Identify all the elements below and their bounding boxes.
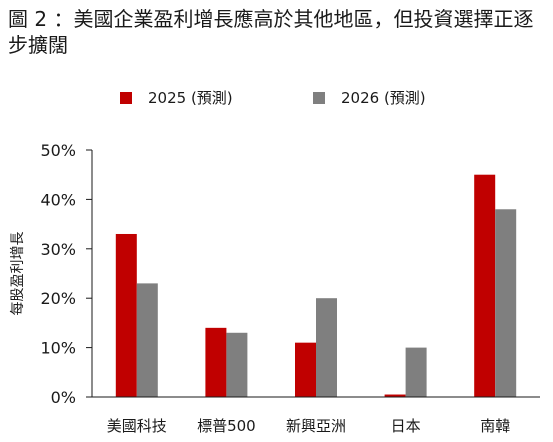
x-category-label: 美國科技: [107, 417, 167, 435]
x-category-label: 南韓: [480, 417, 510, 435]
y-tick-label: 0%: [51, 388, 76, 407]
chart-title: 圖 2 ：美國企業盈利增長應高於其他地區，但投資選擇正逐步擴闊: [8, 7, 534, 57]
y-axis: 0% 10% 20% 30% 40% 50% 每股盈利增長: [10, 141, 93, 407]
y-tick-label: 30%: [40, 240, 76, 259]
bar-2025: [295, 342, 316, 397]
x-category-label: 標普500: [197, 417, 256, 435]
legend-label: 2026 (預測): [341, 89, 426, 107]
legend-label: 2025 (預測): [148, 89, 233, 107]
y-tick-label: 40%: [40, 190, 76, 209]
y-tick-label: 20%: [40, 289, 76, 308]
x-category-label: 新興亞洲: [286, 417, 346, 435]
bar-2026: [405, 347, 427, 397]
legend-swatch: [313, 92, 325, 104]
bar-2026: [495, 209, 517, 397]
x-category-label: 日本: [391, 417, 421, 435]
legend-swatch: [120, 92, 132, 104]
legend: 2025 (預測) 2026 (預測): [120, 89, 426, 107]
bar-2026: [136, 283, 158, 397]
y-tick-label: 10%: [40, 339, 76, 358]
y-tick-label: 50%: [40, 141, 76, 160]
bar-2025: [474, 174, 496, 397]
bar-2025: [384, 394, 406, 397]
bars: [115, 174, 517, 397]
x-axis: 美國科技 標普500 新興亞洲 日本 南韓: [92, 396, 540, 435]
y-axis-label: 每股盈利增長: [10, 232, 26, 316]
bar-2025: [205, 327, 227, 397]
bar-2026: [316, 298, 337, 397]
bar-2025: [115, 233, 137, 397]
bar-2026: [226, 332, 248, 397]
